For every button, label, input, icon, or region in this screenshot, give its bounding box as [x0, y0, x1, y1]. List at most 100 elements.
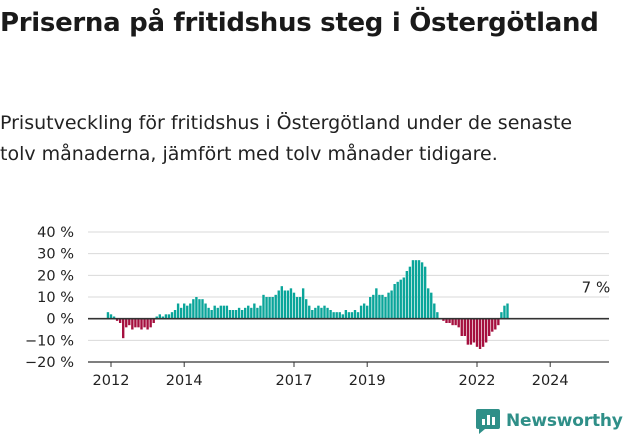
bar [375, 288, 378, 319]
bar [466, 318, 470, 345]
x-tick-label: 2014 [166, 373, 203, 389]
bar [338, 312, 341, 319]
x-tick-label: 2024 [532, 373, 569, 389]
bar [420, 262, 424, 319]
bar [161, 316, 165, 319]
bar [122, 318, 125, 339]
bar [308, 305, 311, 319]
bar [350, 312, 354, 319]
bar [210, 310, 213, 319]
x-tick-label: 2022 [459, 373, 496, 389]
newsworthy-logo-text: Newsworthy [506, 411, 623, 431]
bar [240, 310, 244, 319]
bar [134, 318, 137, 328]
bar [112, 316, 116, 319]
bar [137, 318, 140, 328]
bar [433, 303, 436, 319]
bar [347, 312, 351, 319]
bar [222, 305, 226, 319]
bar [207, 307, 210, 319]
bar [311, 310, 314, 319]
bar [170, 312, 174, 319]
bar [387, 292, 390, 319]
bar [372, 294, 375, 319]
bar [408, 266, 412, 319]
bar [491, 318, 494, 332]
bar [305, 299, 308, 319]
bar [186, 305, 189, 319]
bar [179, 307, 183, 319]
bar [442, 318, 445, 321]
bar [234, 310, 238, 319]
bar [189, 303, 192, 319]
bar [359, 305, 363, 319]
bar [399, 279, 402, 319]
bar [259, 305, 262, 319]
bar [201, 299, 204, 319]
bar [436, 312, 439, 319]
y-tick-label: 10 % [37, 290, 74, 306]
bar [237, 307, 241, 319]
bar [494, 318, 497, 330]
bar [405, 271, 409, 319]
bar [216, 307, 219, 319]
bar [295, 297, 299, 319]
bar [332, 312, 335, 319]
bar [283, 290, 287, 319]
y-tick-label: −10 % [25, 333, 74, 349]
bar [335, 312, 338, 319]
bar [488, 318, 491, 336]
bar [265, 297, 268, 319]
bar [366, 305, 369, 319]
bar [463, 318, 466, 336]
bar [329, 310, 332, 319]
bar [344, 310, 348, 319]
bar [478, 318, 482, 349]
bar [457, 318, 460, 328]
bar [152, 318, 155, 323]
bar [109, 314, 113, 319]
bar [411, 260, 415, 319]
bar [384, 297, 387, 319]
bar [451, 318, 454, 326]
bar [195, 297, 198, 319]
bar [244, 307, 247, 319]
bar [143, 318, 146, 328]
bar [268, 297, 271, 319]
bar [292, 292, 296, 319]
y-tick-label: 30 % [37, 247, 74, 263]
bar [417, 260, 421, 319]
bar [326, 307, 329, 319]
bar [341, 314, 344, 319]
y-tick-label: −20 % [25, 355, 74, 371]
bar [225, 305, 229, 319]
bar [164, 314, 168, 319]
bar [317, 305, 320, 319]
bar [271, 297, 274, 319]
bar [115, 318, 119, 321]
bar [125, 318, 128, 328]
bar [106, 312, 110, 319]
bar [213, 305, 216, 319]
bar [362, 303, 366, 319]
bar [128, 318, 131, 326]
bar-chart: 40 % 30 % 20 % 10 % 0 % −10 % −20 % 2012 2014 201… [25, 225, 611, 389]
bar [445, 318, 448, 323]
bar [369, 297, 372, 319]
y-tick-label: 0 % [46, 312, 74, 328]
bar [427, 288, 430, 319]
bar [356, 312, 360, 319]
bar [228, 310, 232, 319]
bar [155, 316, 158, 319]
bar [460, 318, 463, 336]
bar [481, 318, 485, 347]
bar [393, 284, 396, 319]
latest-value-annotation: 7 % [582, 279, 611, 297]
bar [469, 318, 473, 345]
bar [472, 318, 476, 343]
bar [381, 294, 384, 319]
x-tick-label: 2017 [276, 373, 313, 389]
bar [231, 310, 235, 319]
bar [298, 297, 302, 319]
bar [280, 286, 283, 319]
